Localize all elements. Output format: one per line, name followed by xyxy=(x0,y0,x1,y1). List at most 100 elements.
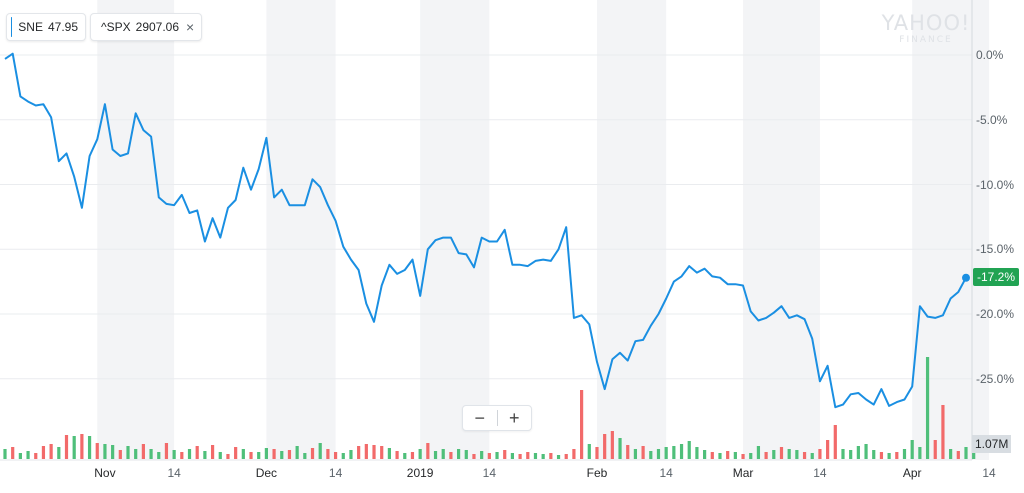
legend-value: 2907.06 xyxy=(135,20,180,34)
watermark-brand: YAHOO! xyxy=(881,11,971,35)
zoom-out-button[interactable]: − xyxy=(474,408,485,428)
sne-color-swatch xyxy=(11,17,13,37)
legend-chip-sne[interactable]: SNE 47.95 xyxy=(6,13,86,41)
volume-bar xyxy=(580,390,584,459)
volume-bar xyxy=(741,454,745,459)
x-tick-label: Nov xyxy=(94,466,116,480)
volume-bar xyxy=(480,451,484,459)
volume-bar xyxy=(241,449,245,459)
volume-bar xyxy=(226,454,230,459)
volume-bar xyxy=(295,446,299,459)
zoom-control: − + xyxy=(462,405,532,431)
volume-bar xyxy=(772,450,776,459)
volume-bar xyxy=(272,449,276,459)
volume-bar xyxy=(895,452,899,459)
volume-bar xyxy=(57,447,61,459)
volume-bar xyxy=(456,449,461,459)
volume-bar xyxy=(833,425,837,459)
volume-bar xyxy=(487,453,491,459)
volume-bar xyxy=(802,452,807,459)
volume-bar xyxy=(541,454,545,459)
y-tick-label: -10.0% xyxy=(976,177,1015,192)
volume-bar xyxy=(664,447,668,459)
volume-bar xyxy=(864,444,868,459)
volume-bar xyxy=(925,357,930,459)
volume-bar xyxy=(26,451,30,459)
volume-bar xyxy=(641,446,645,459)
volume-bar xyxy=(333,452,338,459)
y-tick-label: 0.0% xyxy=(976,48,1004,62)
close-icon[interactable]: × xyxy=(186,19,195,35)
volume-bar xyxy=(72,436,76,459)
volume-bar xyxy=(949,449,953,459)
volume-bar xyxy=(41,446,46,459)
volume-bar xyxy=(826,440,830,459)
volume-bar xyxy=(795,450,799,459)
legend-chip-spx[interactable]: ^SPX 2907.06 × xyxy=(90,13,202,41)
volume-bar xyxy=(87,436,92,459)
volume-bar xyxy=(649,451,653,459)
last-value-badge: -17.2% xyxy=(973,268,1020,286)
volume-bar xyxy=(249,452,253,459)
volume-bar xyxy=(672,446,676,459)
volume-bar xyxy=(603,434,607,459)
volume-bar xyxy=(779,447,784,459)
volume-bar xyxy=(710,452,714,459)
volume-bar xyxy=(103,444,107,459)
volume-bar xyxy=(495,452,499,459)
volume-bar xyxy=(64,435,69,459)
volume-bar xyxy=(187,449,192,459)
volume-bar xyxy=(910,440,914,459)
volume-bar xyxy=(756,446,761,459)
volume-bar xyxy=(164,443,169,459)
volume-bar xyxy=(34,453,38,459)
volume-bar xyxy=(687,441,691,459)
volume-bar xyxy=(264,448,268,459)
volume-bar xyxy=(933,440,937,459)
volume-bar xyxy=(841,449,845,459)
volume-bar xyxy=(157,452,161,459)
volume-bar xyxy=(887,453,891,459)
volume-bar xyxy=(134,449,138,459)
month-band xyxy=(743,0,820,460)
zoom-in-button[interactable]: + xyxy=(508,408,520,428)
x-tick-label: Dec xyxy=(255,466,278,480)
volume-bar xyxy=(318,443,322,459)
volume-bar xyxy=(818,449,822,459)
volume-bar xyxy=(918,447,922,459)
volume-bar xyxy=(679,444,684,459)
volume-bar xyxy=(856,446,860,459)
volume-bar xyxy=(703,450,707,459)
volume-bar xyxy=(695,447,699,459)
x-tick-label: 14 xyxy=(813,466,827,480)
volume-bar xyxy=(341,453,345,459)
volume-bar xyxy=(549,453,553,459)
volume-bar xyxy=(518,454,522,459)
volume-bar xyxy=(587,444,591,459)
x-tick-label: 14 xyxy=(328,466,343,480)
y-tick-label: -25.0% xyxy=(976,371,1015,386)
y-tick-label: -5.0% xyxy=(976,112,1008,127)
x-tick-label: 14 xyxy=(982,466,996,480)
last-point-marker xyxy=(962,273,970,282)
volume-bar xyxy=(433,451,438,459)
volume-bar xyxy=(18,453,22,459)
volume-bar xyxy=(141,444,145,459)
volume-bar xyxy=(956,451,960,459)
volume-bar xyxy=(149,449,153,459)
volume-bar xyxy=(3,449,7,459)
volume-bar xyxy=(964,447,968,459)
volume-bar xyxy=(941,405,945,459)
volume-bar xyxy=(364,444,368,459)
volume-bar xyxy=(372,445,376,459)
volume-bar xyxy=(418,449,422,459)
sne-price-line[interactable] xyxy=(4,52,967,409)
volume-bar xyxy=(726,451,730,459)
volume-bar xyxy=(11,447,15,459)
volume-bar xyxy=(426,443,430,459)
volume-bar xyxy=(764,452,768,459)
volume-bar xyxy=(195,446,199,459)
volume-bar xyxy=(526,452,530,459)
month-band xyxy=(912,0,990,460)
